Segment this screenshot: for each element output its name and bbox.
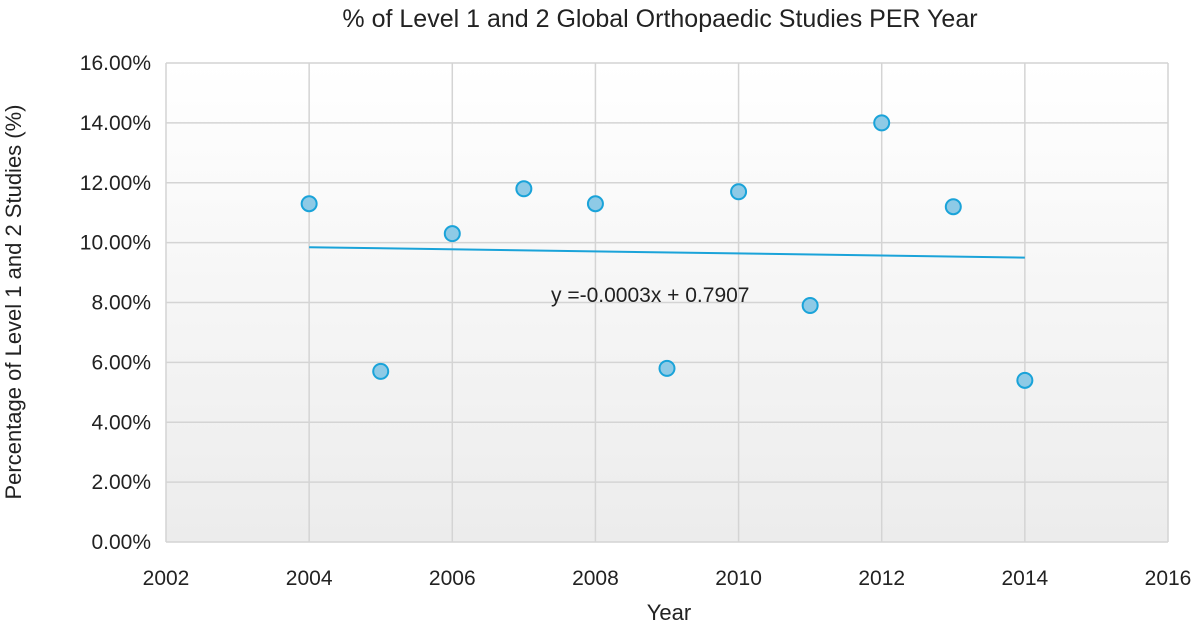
- trendline: [309, 246, 1025, 259]
- trendline-equation: y =-0.0003x + 0.7907: [551, 284, 750, 307]
- chart-title: % of Level 1 and 2 Global Orthopaedic St…: [342, 5, 977, 33]
- x-tick-label: 2014: [1001, 567, 1048, 590]
- data-point: [300, 195, 318, 213]
- y-tick-label: 2.00%: [91, 471, 151, 494]
- y-tick-label: 8.00%: [91, 292, 151, 315]
- data-point: [873, 114, 891, 132]
- x-tick-labels: 2002 2004 2006 2008 2010 2012 2014 2016: [143, 567, 1192, 590]
- y-tick-label: 6.00%: [91, 351, 151, 374]
- gridlines: [165, 62, 1169, 543]
- x-axis-title: Year: [647, 600, 691, 625]
- x-tick-label: 2008: [572, 567, 619, 590]
- x-tick-label: 2016: [1145, 567, 1192, 590]
- data-point: [944, 198, 962, 216]
- data-point: [658, 359, 676, 377]
- y-tick-label: 0.00%: [91, 531, 151, 554]
- y-tick-label: 16.00%: [80, 52, 151, 75]
- x-tick-label: 2012: [858, 567, 905, 590]
- data-point: [443, 225, 461, 243]
- data-points: [300, 114, 1034, 389]
- x-tick-label: 2002: [143, 567, 190, 590]
- data-point: [1016, 371, 1034, 389]
- data-point: [515, 180, 533, 198]
- y-tick-label: 4.00%: [91, 411, 151, 434]
- data-point: [801, 296, 819, 314]
- y-tick-label: 14.00%: [80, 112, 151, 135]
- y-axis-title: Percentage of Level 1 and 2 Studies (%): [1, 104, 26, 499]
- y-tick-label: 10.00%: [80, 232, 151, 255]
- y-tick-label: 12.00%: [80, 172, 151, 195]
- y-tick-labels: 0.00% 2.00% 4.00% 6.00% 8.00% 10.00% 12.00% 14.…: [80, 52, 151, 554]
- x-tick-label: 2004: [286, 567, 333, 590]
- data-point: [730, 183, 748, 201]
- data-point: [586, 195, 604, 213]
- x-tick-label: 2006: [429, 567, 476, 590]
- x-tick-label: 2010: [715, 567, 762, 590]
- data-point: [372, 362, 390, 380]
